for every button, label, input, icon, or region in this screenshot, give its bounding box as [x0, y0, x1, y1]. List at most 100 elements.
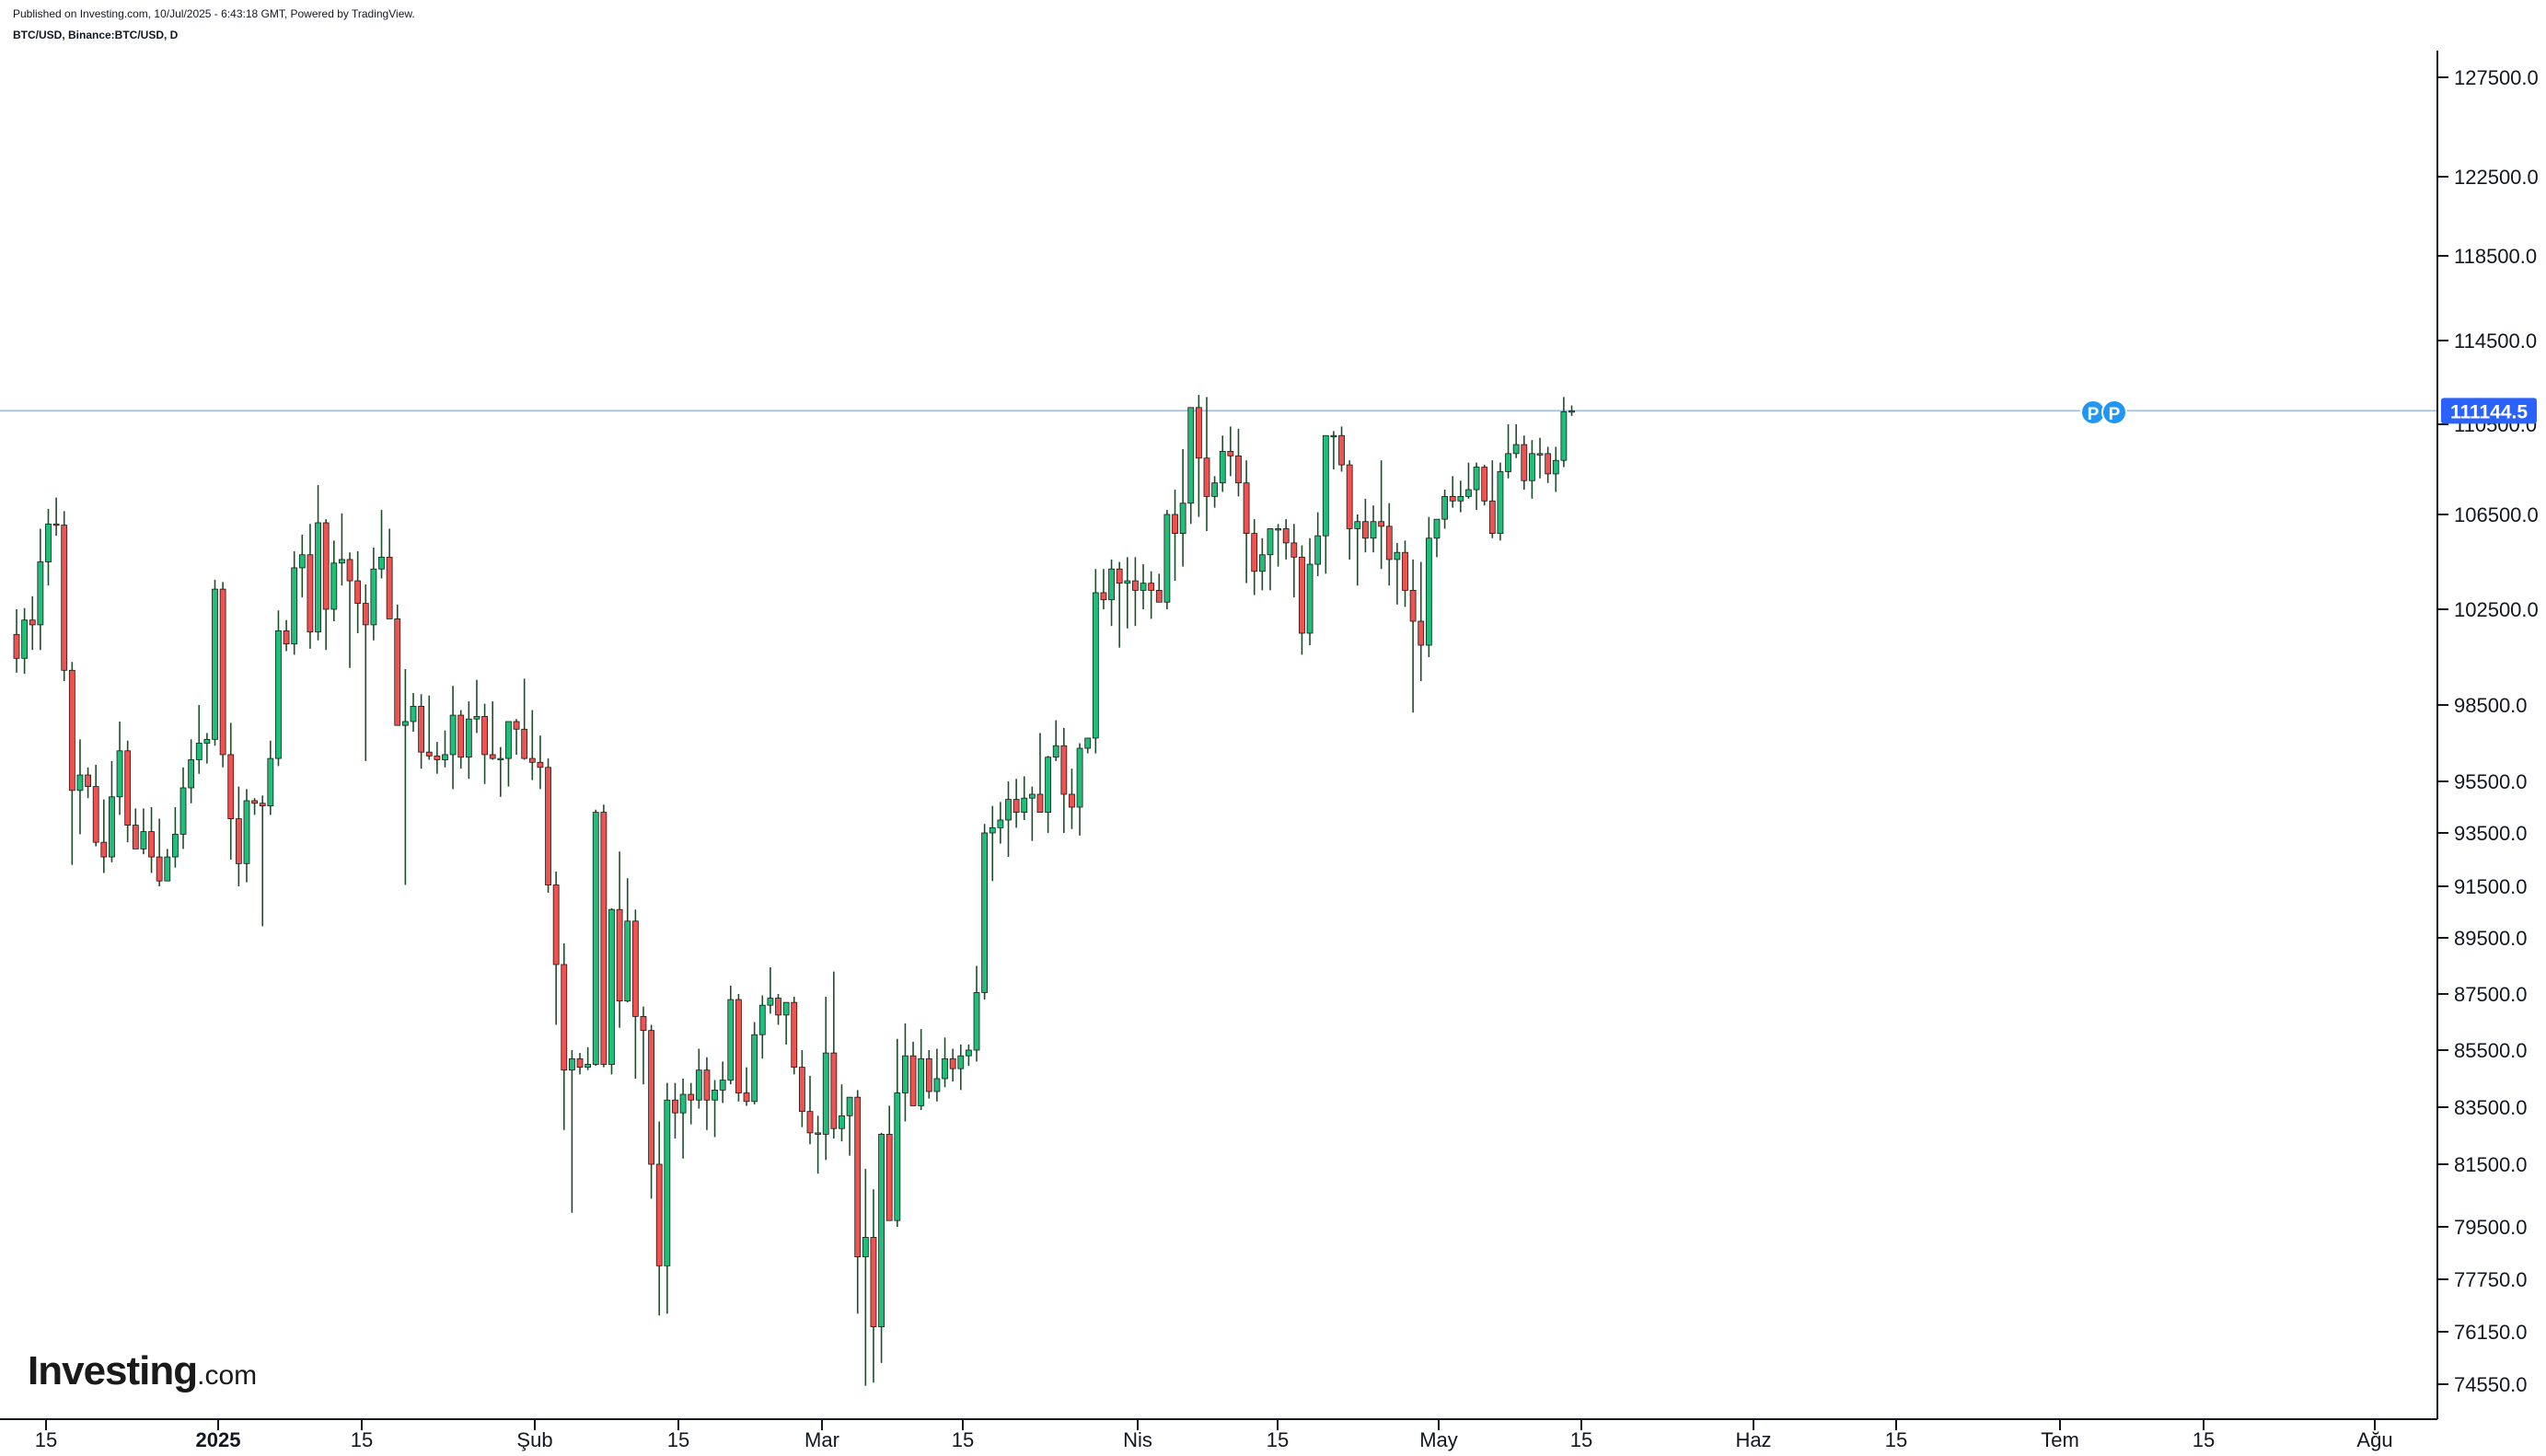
candle: [1521, 435, 1528, 491]
candle: [1536, 437, 1544, 479]
candle: [1013, 779, 1020, 828]
candle: [830, 971, 838, 1139]
y-tick-label: 79500.0: [2454, 1216, 2528, 1239]
candle: [775, 994, 781, 1025]
x-tick-label: Haz: [1735, 1428, 1771, 1451]
candle: [425, 695, 433, 760]
candle: [552, 872, 560, 1025]
x-tick-label: Ağu: [2356, 1428, 2392, 1451]
candle: [227, 722, 235, 860]
candle: [513, 719, 520, 755]
candle: [569, 1050, 575, 1213]
x-tick-label: Nis: [1123, 1428, 1152, 1451]
candle: [291, 550, 298, 655]
candle: [1036, 733, 1044, 814]
candle: [505, 721, 512, 787]
y-tick-label: 118500.0: [2454, 245, 2537, 268]
candle: [1235, 428, 1242, 497]
candle: [1481, 465, 1488, 506]
candle: [116, 721, 123, 815]
candle: [85, 767, 91, 799]
candle: [45, 508, 52, 586]
candle: [275, 610, 282, 767]
candle: [1378, 460, 1385, 570]
candle: [21, 607, 29, 675]
candle: [1069, 768, 1075, 829]
candle: [1322, 434, 1329, 574]
candle: [1140, 564, 1147, 609]
candle: [624, 878, 631, 1003]
candle: [1497, 462, 1504, 541]
candle: [854, 1090, 862, 1314]
candle: [1441, 490, 1448, 529]
x-tick-label: Tem: [2041, 1428, 2079, 1451]
candle: [712, 1080, 718, 1138]
candle: [1299, 545, 1305, 655]
candle: [1402, 540, 1408, 607]
candle: [1465, 462, 1472, 499]
candle: [457, 710, 465, 769]
candle: [1552, 446, 1559, 492]
candle: [76, 739, 84, 835]
y-tick-label: 85500.0: [2454, 1039, 2528, 1062]
candle: [862, 1169, 869, 1386]
candle: [608, 907, 615, 1075]
y-tick-label: 81500.0: [2454, 1153, 2528, 1176]
candle: [1155, 573, 1163, 603]
x-tick-label: 15: [1570, 1428, 1592, 1451]
candle: [1108, 559, 1115, 627]
candle: [1282, 519, 1290, 560]
candle: [1172, 490, 1178, 582]
candle: [322, 519, 330, 651]
candle: [354, 550, 362, 633]
candle: [362, 584, 369, 761]
y-tick-label: 95500.0: [2454, 770, 2528, 793]
candle: [822, 997, 829, 1161]
x-tick-label: 15: [1267, 1428, 1289, 1451]
candle: [719, 1061, 726, 1104]
candle: [933, 1048, 941, 1102]
candle: [307, 524, 314, 649]
x-tick-label: May: [1419, 1428, 1458, 1451]
candle: [489, 701, 496, 760]
candle: [537, 735, 544, 790]
candle: [29, 595, 36, 651]
candle: [949, 1048, 956, 1082]
candle: [1251, 519, 1258, 595]
candle: [1385, 503, 1393, 586]
event-marker-icon[interactable]: P: [2101, 399, 2127, 425]
candle: [259, 795, 266, 927]
y-tick-label: 74550.0: [2454, 1373, 2528, 1396]
candle: [1425, 516, 1432, 657]
candle: [1314, 512, 1322, 576]
candle: [528, 710, 536, 780]
candle: [902, 1023, 908, 1122]
candle: [140, 808, 147, 855]
candle: [521, 678, 528, 760]
candle: [267, 740, 274, 815]
candle: [1338, 426, 1345, 472]
candle: [1258, 537, 1266, 591]
x-tick-label: 15: [1885, 1428, 1907, 1451]
candle: [1505, 424, 1511, 479]
candle: [1545, 446, 1552, 483]
candle: [839, 1084, 845, 1142]
candle: [1219, 435, 1226, 492]
x-tick-label: 15: [2193, 1428, 2215, 1451]
candle: [481, 703, 488, 784]
candle: [1227, 426, 1234, 477]
candle: [1488, 460, 1496, 538]
candle: [1092, 569, 1099, 754]
candle: [1512, 424, 1520, 458]
candle: [1290, 524, 1298, 598]
x-tick-label: 15: [952, 1428, 974, 1451]
candle: [648, 1024, 654, 1199]
candle: [600, 804, 608, 1068]
candle: [1163, 510, 1171, 609]
candle: [1362, 498, 1369, 553]
candle: [664, 1082, 671, 1314]
candle: [1195, 395, 1202, 517]
candle: [1100, 569, 1107, 609]
candle: [640, 1006, 647, 1085]
